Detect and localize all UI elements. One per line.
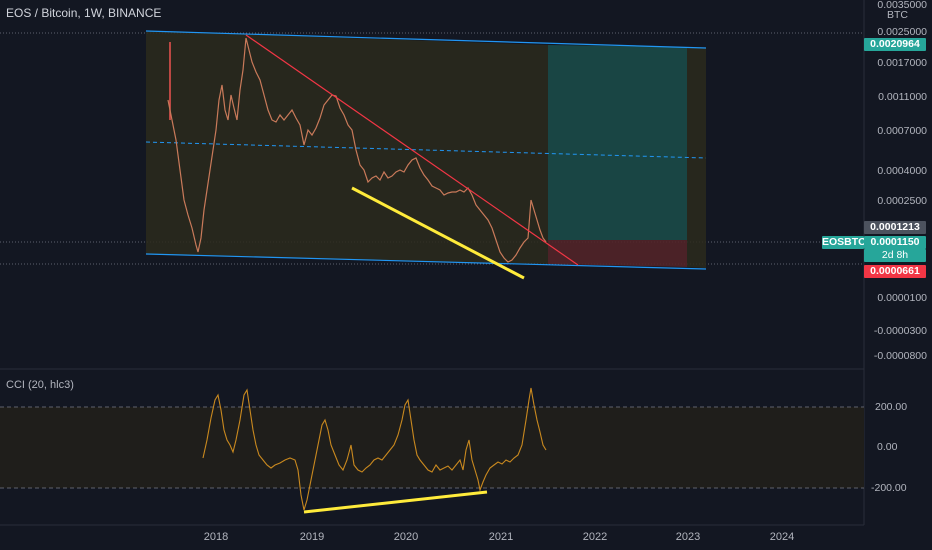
stop-price-badge: 0.0000661 (864, 265, 926, 278)
price-label: -0.0000300 (873, 325, 927, 337)
price-divergence-line[interactable] (351, 186, 525, 280)
cci-divergence-line[interactable] (303, 490, 488, 514)
year-label: 2021 (488, 531, 514, 543)
channel-upper-line[interactable] (145, 30, 707, 49)
year-label: 2023 (675, 531, 701, 543)
price-label: -0.0000800 (873, 350, 927, 362)
price-line (167, 37, 547, 263)
channel-fill-right-bottom (687, 240, 706, 268)
year-label: 2018 (203, 531, 229, 543)
year-label: 2024 (769, 531, 795, 543)
cci-indicator-title[interactable]: CCI (20, hlc3) (6, 379, 74, 391)
price-label: 0.0035000 (877, 0, 927, 11)
channel-lower-line[interactable] (145, 253, 707, 270)
stop-zone[interactable] (548, 240, 687, 267)
descending-trendline[interactable] (245, 34, 579, 266)
cci-label: -200.00 (871, 482, 907, 494)
symbol-badge[interactable]: EOSBTC (822, 236, 866, 249)
target-zone[interactable] (548, 45, 687, 240)
year-label: 2019 (299, 531, 325, 543)
price-label: 0.0017000 (877, 57, 927, 69)
price-label: 0.0004000 (877, 165, 927, 177)
currency-label: BTC (887, 9, 908, 21)
symbol-title[interactable]: EOS / Bitcoin, 1W, BINANCE (6, 6, 162, 20)
price-label: 0.0000100 (877, 292, 927, 304)
bar-countdown: 2d 8h (864, 249, 926, 262)
cci-label: 200.00 (875, 401, 908, 413)
cci-label: 0.00 (877, 441, 898, 453)
price-label: 0.0011000 (878, 91, 927, 103)
cci-line (202, 387, 547, 511)
channel-fill[interactable] (146, 31, 548, 264)
cci-band (0, 407, 864, 488)
channel-middle-line[interactable] (145, 141, 707, 159)
candles[interactable] (167, 37, 547, 263)
gray-price-badge: 0.0001213 (864, 221, 926, 234)
price-label: 0.0002500 (877, 195, 927, 207)
current-price-badge: 0.0001150 (864, 236, 926, 249)
year-label: 2020 (393, 531, 419, 543)
channel-fill-right-top (687, 47, 706, 240)
year-label: 2022 (582, 531, 608, 543)
price-label: 0.0025000 (877, 26, 927, 38)
target-price-badge: 0.0020964 (864, 38, 926, 51)
price-label: 0.0007000 (877, 125, 927, 137)
